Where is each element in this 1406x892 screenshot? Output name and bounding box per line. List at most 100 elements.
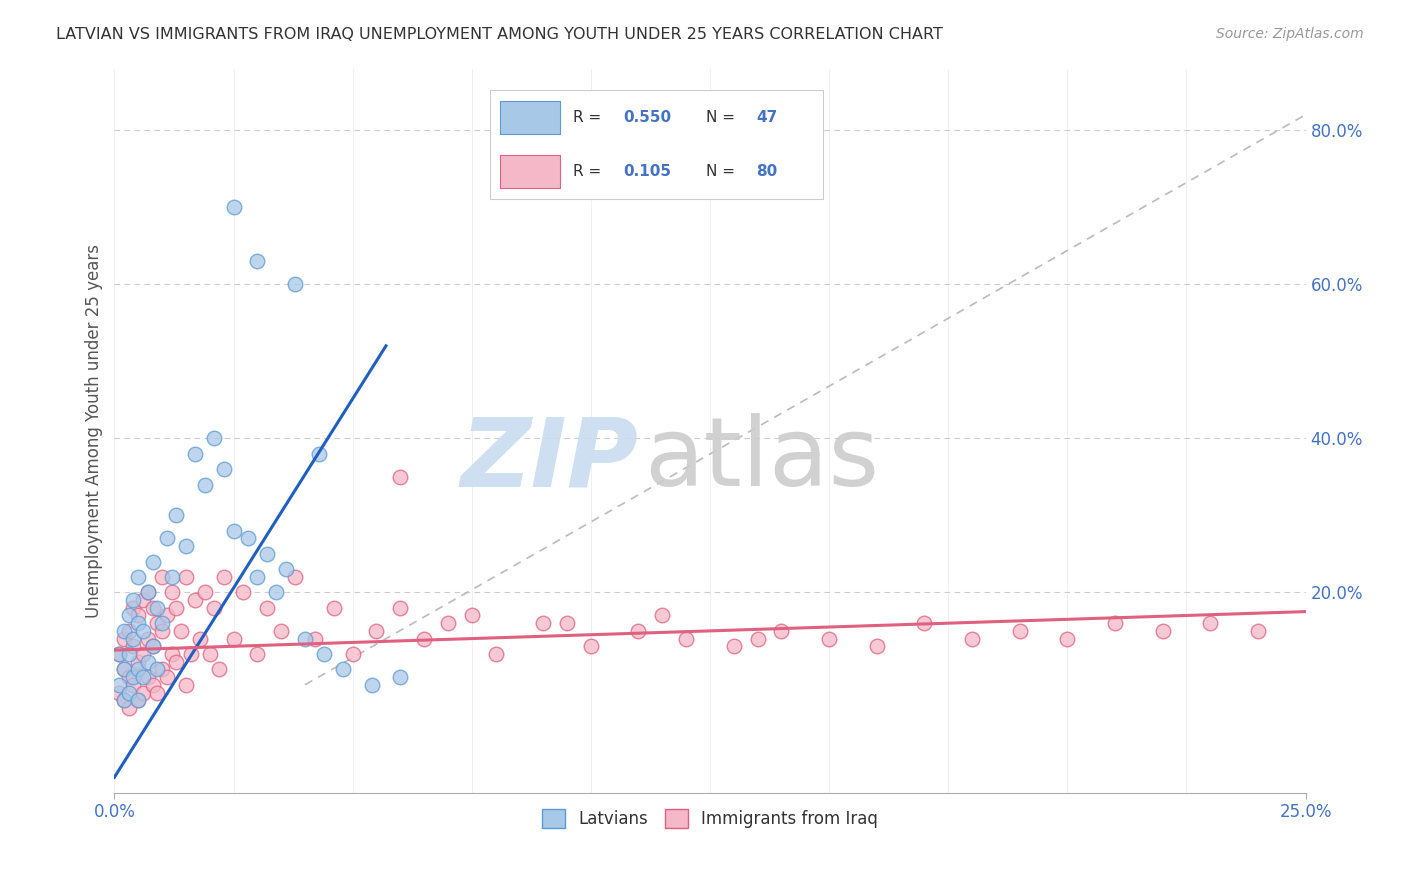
Point	[122, 670, 145, 684]
Point	[150, 616, 173, 631]
Point	[141, 640, 163, 654]
Point	[960, 632, 983, 646]
Point	[127, 693, 149, 707]
Point	[136, 585, 159, 599]
Point	[294, 632, 316, 646]
Point	[132, 685, 155, 699]
Point	[188, 632, 211, 646]
Point	[180, 647, 202, 661]
Point	[132, 593, 155, 607]
Point	[246, 647, 269, 661]
Point	[555, 616, 578, 631]
Point	[136, 632, 159, 646]
Point	[198, 647, 221, 661]
Point	[122, 593, 145, 607]
Point	[236, 532, 259, 546]
Point	[204, 431, 226, 445]
Point	[112, 693, 135, 707]
Point	[651, 608, 673, 623]
Text: atlas: atlas	[644, 413, 880, 506]
Point	[150, 624, 173, 638]
Point	[413, 632, 436, 646]
Point	[531, 616, 554, 631]
Point	[122, 600, 145, 615]
Point	[1152, 624, 1174, 638]
Point	[146, 662, 169, 676]
Point	[222, 200, 245, 214]
Point	[747, 632, 769, 646]
Point	[308, 447, 330, 461]
Point	[723, 640, 745, 654]
Point	[127, 662, 149, 676]
Text: LATVIAN VS IMMIGRANTS FROM IRAQ UNEMPLOYMENT AMONG YOUTH UNDER 25 YEARS CORRELAT: LATVIAN VS IMMIGRANTS FROM IRAQ UNEMPLOY…	[56, 27, 943, 42]
Point	[312, 647, 335, 661]
Point	[127, 655, 149, 669]
Point	[246, 254, 269, 268]
Point	[160, 647, 183, 661]
Point	[579, 640, 602, 654]
Point	[675, 632, 697, 646]
Point	[284, 277, 307, 292]
Point	[194, 585, 217, 599]
Point	[150, 570, 173, 584]
Point	[274, 562, 297, 576]
Point	[389, 670, 412, 684]
Point	[136, 585, 159, 599]
Point	[112, 662, 135, 676]
Point	[141, 555, 163, 569]
Point	[118, 670, 141, 684]
Point	[232, 585, 254, 599]
Point	[165, 655, 187, 669]
Point	[256, 600, 278, 615]
Point	[304, 632, 326, 646]
Point	[160, 570, 183, 584]
Point	[222, 632, 245, 646]
Point	[156, 608, 179, 623]
Point	[165, 508, 187, 523]
Point	[122, 640, 145, 654]
Point	[127, 616, 149, 631]
Point	[112, 693, 135, 707]
Point	[127, 693, 149, 707]
Point	[389, 600, 412, 615]
Text: Source: ZipAtlas.com: Source: ZipAtlas.com	[1216, 27, 1364, 41]
Point	[150, 662, 173, 676]
Point	[112, 662, 135, 676]
Point	[284, 570, 307, 584]
Legend: Latvians, Immigrants from Iraq: Latvians, Immigrants from Iraq	[536, 803, 884, 835]
Point	[174, 539, 197, 553]
Point	[342, 647, 364, 661]
Point	[160, 585, 183, 599]
Point	[246, 570, 269, 584]
Text: ZIP: ZIP	[461, 413, 638, 506]
Point	[866, 640, 889, 654]
Point	[270, 624, 292, 638]
Point	[437, 616, 460, 631]
Point	[127, 608, 149, 623]
Point	[184, 447, 207, 461]
Point	[108, 647, 131, 661]
Point	[1199, 616, 1222, 631]
Point	[108, 685, 131, 699]
Point	[146, 685, 169, 699]
Point	[141, 640, 163, 654]
Point	[122, 678, 145, 692]
Point	[1104, 616, 1126, 631]
Point	[146, 600, 169, 615]
Point	[208, 662, 231, 676]
Point	[266, 585, 288, 599]
Point	[136, 670, 159, 684]
Point	[132, 647, 155, 661]
Point	[108, 647, 131, 661]
Point	[461, 608, 484, 623]
Point	[118, 608, 141, 623]
Point	[184, 593, 207, 607]
Point	[136, 655, 159, 669]
Point	[174, 570, 197, 584]
Point	[204, 600, 226, 615]
Point	[156, 532, 179, 546]
Point	[112, 632, 135, 646]
Point	[389, 470, 412, 484]
Point	[818, 632, 841, 646]
Point	[912, 616, 935, 631]
